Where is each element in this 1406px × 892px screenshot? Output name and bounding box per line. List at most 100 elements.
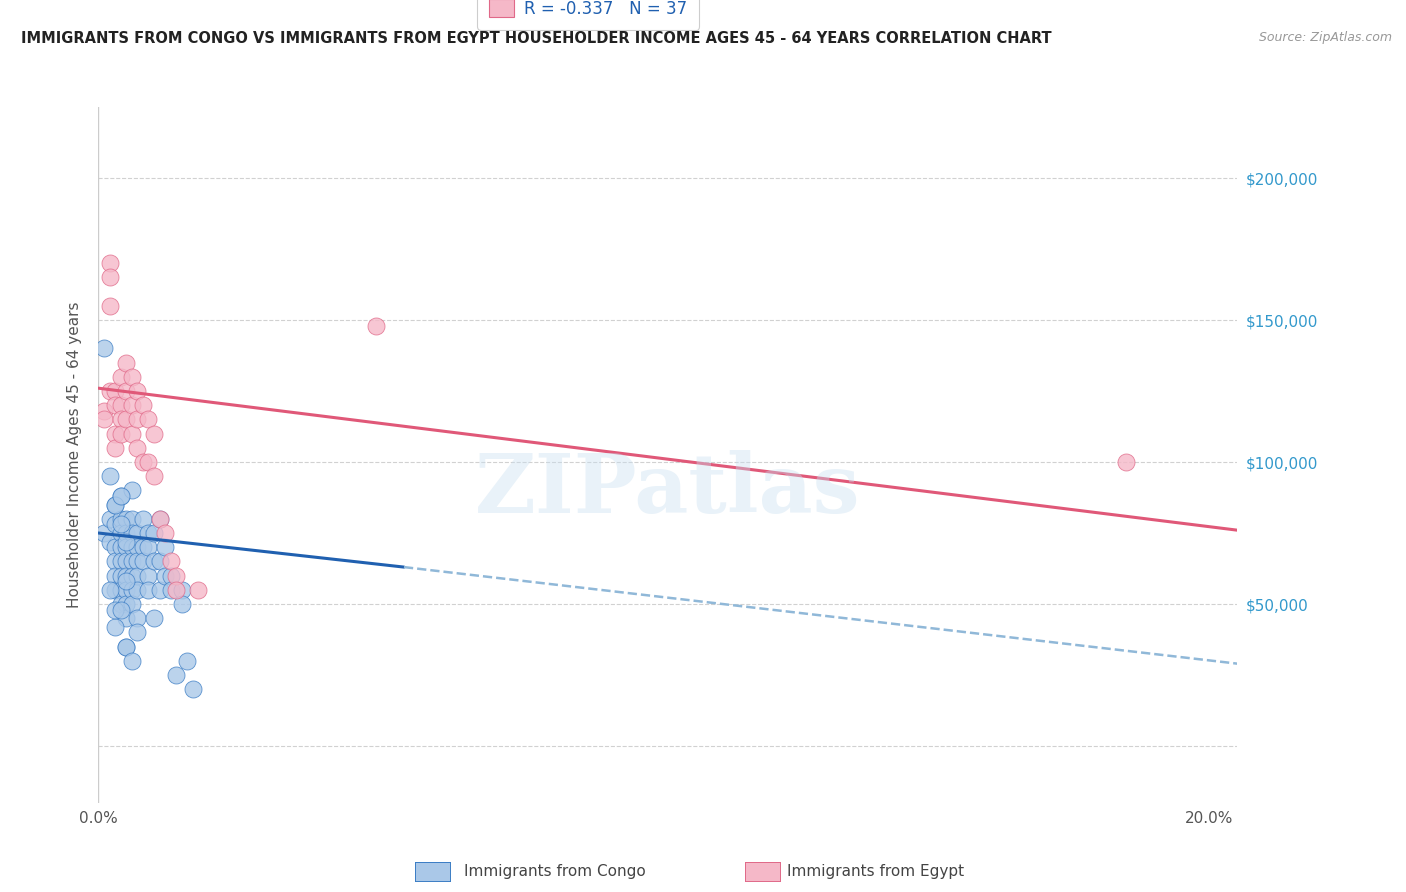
Point (98, 582, 121, 597)
Point (104, 603, 127, 617)
Point (98, 299, 121, 313)
Point (181, 682, 204, 697)
Point (110, 526, 132, 541)
Point (98, 256, 121, 270)
Point (148, 582, 170, 597)
Point (127, 441, 149, 455)
Point (153, 526, 176, 541)
Point (132, 540, 155, 554)
Point (148, 512, 170, 526)
Point (104, 498, 127, 512)
Point (187, 582, 209, 597)
Point (104, 426, 127, 441)
Point (110, 554, 132, 568)
Point (132, 554, 155, 568)
Point (121, 654, 143, 668)
Point (110, 603, 132, 617)
Point (138, 568, 160, 582)
Point (98, 469, 121, 483)
Point (1115, 455, 1137, 469)
Point (115, 412, 138, 426)
Point (143, 426, 166, 441)
Point (138, 526, 160, 541)
Point (115, 611, 138, 625)
Point (93, 342, 115, 356)
Point (127, 582, 149, 597)
Point (138, 582, 160, 597)
Point (176, 654, 198, 668)
Point (110, 512, 132, 526)
Point (159, 554, 181, 568)
Point (143, 526, 166, 541)
Point (110, 398, 132, 412)
Point (115, 534, 138, 549)
Point (104, 398, 127, 412)
Point (170, 597, 193, 611)
Point (115, 526, 138, 541)
Point (104, 540, 127, 554)
Point (115, 384, 138, 398)
Point (121, 540, 143, 554)
Point (138, 412, 160, 426)
Point (121, 512, 143, 526)
Point (121, 554, 143, 568)
Point (98, 384, 121, 398)
Point (104, 554, 127, 568)
Point (115, 640, 138, 654)
Point (110, 582, 132, 597)
Point (104, 384, 127, 398)
Point (104, 620, 127, 634)
Point (110, 369, 132, 384)
Point (121, 526, 143, 541)
Point (104, 582, 127, 597)
Point (115, 574, 138, 589)
Point (115, 582, 138, 597)
Y-axis label: Householder Income Ages 45 - 64 years: Householder Income Ages 45 - 64 years (67, 301, 83, 608)
Point (93, 404, 115, 418)
Point (115, 568, 138, 582)
Point (366, 318, 388, 333)
Point (127, 384, 149, 398)
Point (104, 498, 127, 512)
Point (110, 540, 132, 554)
Point (132, 398, 155, 412)
Point (110, 426, 132, 441)
Point (115, 554, 138, 568)
Point (98, 512, 121, 526)
Point (121, 582, 143, 597)
Point (121, 426, 143, 441)
Point (93, 526, 115, 541)
Point (153, 568, 176, 582)
Point (132, 455, 155, 469)
Text: Immigrants from Congo: Immigrants from Congo (464, 864, 645, 879)
Point (170, 582, 193, 597)
Point (110, 412, 132, 426)
Point (127, 554, 149, 568)
Point (127, 625, 149, 640)
Point (127, 568, 149, 582)
Point (127, 540, 149, 554)
Point (127, 526, 149, 541)
Point (115, 540, 138, 554)
Point (127, 412, 149, 426)
Point (104, 441, 127, 455)
Point (138, 455, 160, 469)
Point (110, 489, 132, 503)
Point (148, 554, 170, 568)
Text: ZIPatlas: ZIPatlas (475, 450, 860, 530)
Point (104, 517, 127, 532)
Point (143, 469, 166, 483)
Point (165, 568, 187, 582)
Point (143, 554, 166, 568)
Point (115, 356, 138, 370)
Point (115, 597, 138, 611)
Point (121, 568, 143, 582)
Point (165, 668, 187, 682)
Text: IMMIGRANTS FROM CONGO VS IMMIGRANTS FROM EGYPT HOUSEHOLDER INCOME AGES 45 - 64 Y: IMMIGRANTS FROM CONGO VS IMMIGRANTS FROM… (21, 31, 1052, 46)
Point (115, 512, 138, 526)
Point (148, 512, 170, 526)
Point (121, 369, 143, 384)
Point (159, 582, 181, 597)
Point (93, 412, 115, 426)
Point (132, 512, 155, 526)
